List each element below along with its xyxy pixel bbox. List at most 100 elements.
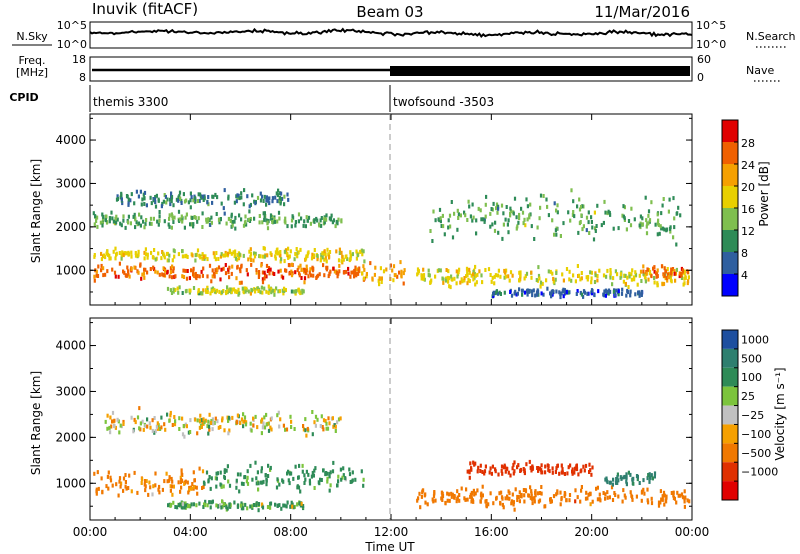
power-point xyxy=(93,222,96,227)
freq-right-tick-top: 60 xyxy=(697,53,711,66)
velocity-point xyxy=(243,419,246,424)
power-point xyxy=(556,203,559,208)
power-point xyxy=(108,219,111,224)
power-point xyxy=(275,191,278,196)
power-point xyxy=(242,290,245,295)
velocity-point xyxy=(441,494,445,498)
power-point xyxy=(503,268,506,273)
power-point xyxy=(163,273,166,278)
power-point xyxy=(661,226,665,231)
velocity-point xyxy=(518,490,521,495)
power-point xyxy=(173,274,176,279)
velocity-point xyxy=(574,488,577,493)
velocity-point xyxy=(136,415,140,420)
velocity-point xyxy=(251,477,254,482)
velocity-point xyxy=(573,470,576,475)
power-point xyxy=(431,239,434,243)
power-point xyxy=(283,259,286,264)
power-point xyxy=(135,220,138,225)
power-point xyxy=(268,268,271,273)
velocity-point xyxy=(269,505,272,510)
power-point xyxy=(491,275,494,280)
power-point xyxy=(581,204,584,209)
power-point xyxy=(265,274,268,279)
velocity-point xyxy=(580,485,583,489)
power-point xyxy=(341,254,344,259)
power-point xyxy=(530,224,533,229)
velocity-point xyxy=(149,425,152,430)
power-point xyxy=(572,210,575,214)
velocity-point xyxy=(460,486,463,491)
power-point xyxy=(94,214,97,219)
power-point xyxy=(661,282,664,287)
power-point xyxy=(254,251,257,256)
velocity-point xyxy=(349,480,352,484)
power-point xyxy=(274,219,277,224)
power-point xyxy=(288,263,291,268)
velocity-point xyxy=(328,472,331,476)
power-point xyxy=(248,204,251,209)
power-point xyxy=(253,254,257,259)
power-point xyxy=(130,192,133,197)
velocity-point xyxy=(183,481,186,486)
velocity-point xyxy=(296,502,299,507)
velocity-point xyxy=(647,500,650,505)
power-point xyxy=(281,196,284,201)
velocity-point xyxy=(541,470,544,475)
velocity-point xyxy=(664,498,667,503)
power-point xyxy=(95,273,98,278)
power-point xyxy=(671,267,675,271)
power-point xyxy=(194,196,197,201)
velocity-point xyxy=(648,472,651,477)
power-point xyxy=(294,270,297,275)
power-point xyxy=(92,211,95,216)
power-point xyxy=(537,265,540,270)
power-point xyxy=(126,194,129,199)
velocity-point xyxy=(278,503,281,508)
power-point xyxy=(227,270,230,275)
velocity-point xyxy=(672,493,675,498)
power-point xyxy=(683,276,686,281)
power-point xyxy=(313,248,316,252)
power-point xyxy=(250,262,253,267)
power-point xyxy=(495,289,498,294)
velocity-point xyxy=(469,461,472,466)
power-point xyxy=(614,292,617,297)
power-point xyxy=(687,275,690,280)
velocity-point xyxy=(474,461,477,466)
power-point xyxy=(585,228,588,233)
power-point xyxy=(215,288,219,293)
power-point xyxy=(429,280,432,284)
power-point xyxy=(100,257,103,262)
power-point xyxy=(188,288,191,293)
power-point xyxy=(509,270,513,275)
velocity-point xyxy=(111,483,114,488)
velocity-point xyxy=(187,430,190,435)
velocity-point xyxy=(226,464,229,469)
velocity-colorbar-tick: −500 xyxy=(741,447,771,460)
power-point xyxy=(273,288,276,293)
velocity-point xyxy=(312,473,315,478)
power-point xyxy=(318,222,321,227)
velocity-point xyxy=(337,474,340,479)
velocity-point xyxy=(479,463,482,468)
power-point xyxy=(638,293,641,298)
velocity-point xyxy=(648,479,651,484)
power-point xyxy=(186,269,189,273)
velocity-point xyxy=(113,418,116,423)
velocity-point xyxy=(623,493,626,498)
velocity-point xyxy=(525,462,528,467)
power-point xyxy=(249,254,252,259)
power-point xyxy=(173,254,176,259)
power-point xyxy=(160,256,163,261)
power-point xyxy=(644,279,647,284)
power-point xyxy=(590,280,593,285)
power-point xyxy=(565,267,569,271)
velocity-point xyxy=(124,480,127,484)
power-point xyxy=(208,218,211,223)
power-point xyxy=(660,226,663,231)
velocity-point xyxy=(552,494,556,499)
power-point xyxy=(169,270,172,275)
velocity-point xyxy=(463,496,466,501)
